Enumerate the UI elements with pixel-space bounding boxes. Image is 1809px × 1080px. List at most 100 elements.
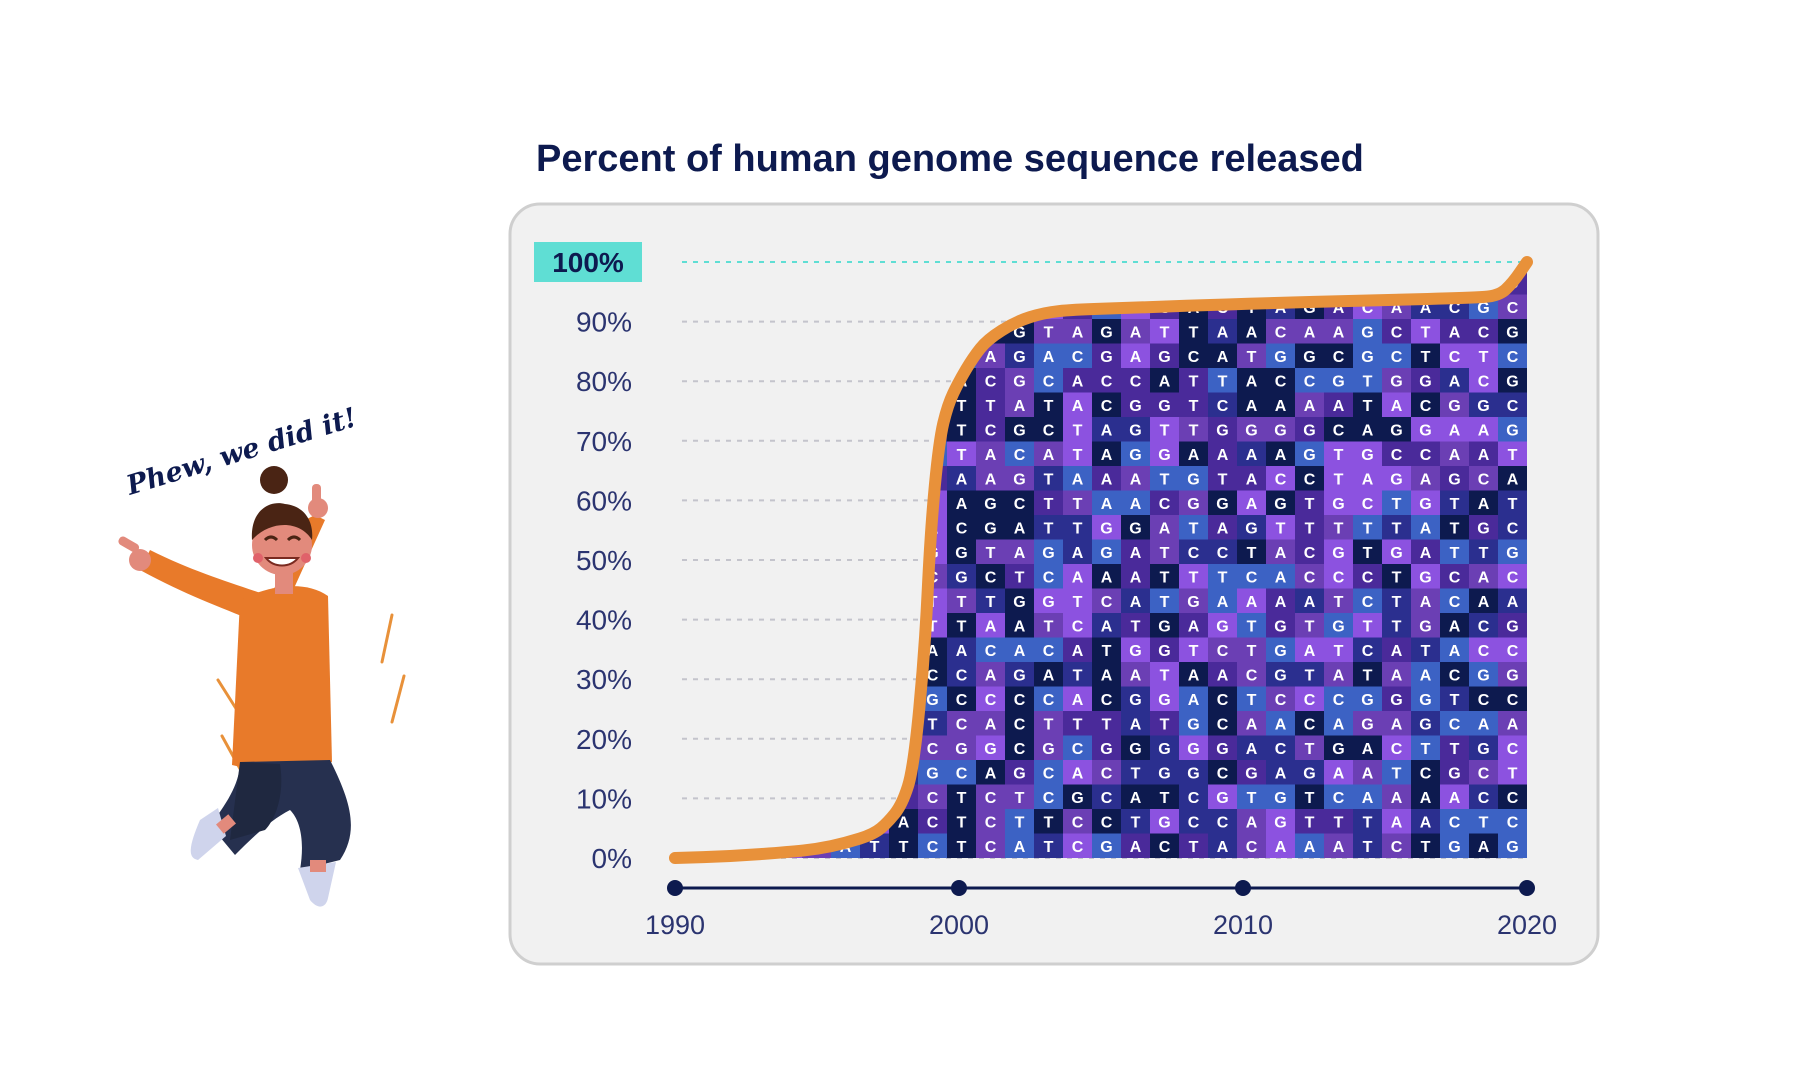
fill-letter: T xyxy=(1247,618,1257,635)
fill-tile xyxy=(1150,637,1179,662)
fill-letter: G xyxy=(1419,422,1431,439)
fill-tile xyxy=(1179,833,1208,858)
fill-letter: T xyxy=(1479,545,1489,562)
fill-letter: G xyxy=(955,569,967,586)
fill-letter: C xyxy=(1101,398,1113,415)
fill-tile xyxy=(1179,637,1208,662)
fill-letter: A xyxy=(1362,422,1374,439)
fill-tile xyxy=(1005,833,1034,858)
fill-letter: C xyxy=(927,667,939,684)
fill-tile xyxy=(1121,417,1150,442)
fill-letter: T xyxy=(1421,349,1431,366)
fill-letter: C xyxy=(1217,692,1229,709)
fill-letter: A xyxy=(956,471,968,488)
fill-letter: A xyxy=(1304,594,1316,611)
fill-tile xyxy=(1092,490,1121,515)
fill-letter: T xyxy=(1334,814,1344,831)
fill-letter: A xyxy=(1246,741,1258,758)
fill-letter: G xyxy=(926,692,938,709)
fill-tile xyxy=(1121,637,1150,662)
fill-letter: A xyxy=(1275,716,1287,733)
fill-letter: C xyxy=(1333,790,1345,807)
fill-letter: A xyxy=(1304,643,1316,660)
fill-letter: C xyxy=(1072,741,1084,758)
fill-letter: C xyxy=(927,814,939,831)
fill-tile xyxy=(1092,515,1121,540)
fill-letter: T xyxy=(1392,569,1402,586)
fill-letter: C xyxy=(1188,349,1200,366)
fill-letter: T xyxy=(1508,496,1518,513)
fill-tile xyxy=(1034,711,1063,736)
fill-letter: A xyxy=(1101,471,1113,488)
fill-letter: G xyxy=(1129,643,1141,660)
fill-letter: G xyxy=(1274,790,1286,807)
fill-tile xyxy=(1411,441,1440,466)
fill-tile xyxy=(1092,711,1121,736)
fill-letter: G xyxy=(1129,422,1141,439)
fill-letter: T xyxy=(1334,520,1344,537)
fill-tile xyxy=(1469,662,1498,687)
fill-tile xyxy=(1179,490,1208,515)
fill-letter: A xyxy=(1391,398,1403,415)
fill-letter: G xyxy=(1390,422,1402,439)
fill-tile xyxy=(1324,441,1353,466)
fill-letter: A xyxy=(1478,447,1490,464)
fill-letter: G xyxy=(1390,545,1402,562)
fill-tile xyxy=(1063,441,1092,466)
fill-tile xyxy=(1121,735,1150,760)
fill-tile xyxy=(1411,564,1440,589)
fill-letter: A xyxy=(1130,569,1142,586)
fill-letter: C xyxy=(956,692,968,709)
fill-tile xyxy=(1208,613,1237,638)
fill-letter: T xyxy=(1044,324,1054,341)
fill-letter: T xyxy=(986,398,996,415)
fill-tile xyxy=(1469,417,1498,442)
fill-letter: G xyxy=(1390,373,1402,390)
fill-tile xyxy=(1324,833,1353,858)
fill-letter: C xyxy=(1449,667,1461,684)
highlight-box xyxy=(534,242,642,282)
fill-letter: C xyxy=(1333,349,1345,366)
fill-tile xyxy=(1208,784,1237,809)
fill-letter: A xyxy=(1391,814,1403,831)
speech-text: Phew, we did it! xyxy=(122,402,360,502)
fill-tile xyxy=(1353,319,1382,344)
fill-tile xyxy=(1295,784,1324,809)
fill-tile xyxy=(1237,711,1266,736)
fill-letter: G xyxy=(1245,520,1257,537)
fill-tile xyxy=(1266,343,1295,368)
fill-letter: A xyxy=(1130,324,1142,341)
fill-tile xyxy=(947,564,976,589)
fill-tile xyxy=(1498,735,1527,760)
fill-letter: C xyxy=(1362,496,1374,513)
fill-letter: G xyxy=(1332,496,1344,513)
fill-tile xyxy=(1092,343,1121,368)
fill-letter: A xyxy=(1362,741,1374,758)
fill-tile xyxy=(1034,392,1063,417)
fill-letter: T xyxy=(1305,814,1315,831)
fill-letter: G xyxy=(1332,373,1344,390)
fill-letter: C xyxy=(1507,741,1519,758)
fill-tile xyxy=(1295,441,1324,466)
fill-tile xyxy=(1150,711,1179,736)
fill-letter: A xyxy=(1130,471,1142,488)
fill-tile xyxy=(1121,441,1150,466)
fill-tile xyxy=(1179,392,1208,417)
fill-tile xyxy=(1150,515,1179,540)
fill-tile xyxy=(1353,588,1382,613)
fill-tile xyxy=(1324,539,1353,564)
fill-letter: C xyxy=(1246,667,1258,684)
fill-letter: A xyxy=(1420,594,1432,611)
fill-letter: A xyxy=(1420,471,1432,488)
fill-tile xyxy=(1237,613,1266,638)
fill-tile xyxy=(1179,539,1208,564)
fill-letter: C xyxy=(1449,716,1461,733)
fill-letter: G xyxy=(1361,692,1373,709)
fill-letter: T xyxy=(1073,422,1083,439)
fill-tile xyxy=(1440,686,1469,711)
fill-tile xyxy=(1063,466,1092,491)
fill-tile xyxy=(1295,735,1324,760)
fill-tile xyxy=(1324,490,1353,515)
fill-letter: A xyxy=(1217,520,1229,537)
fill-tile xyxy=(1237,441,1266,466)
